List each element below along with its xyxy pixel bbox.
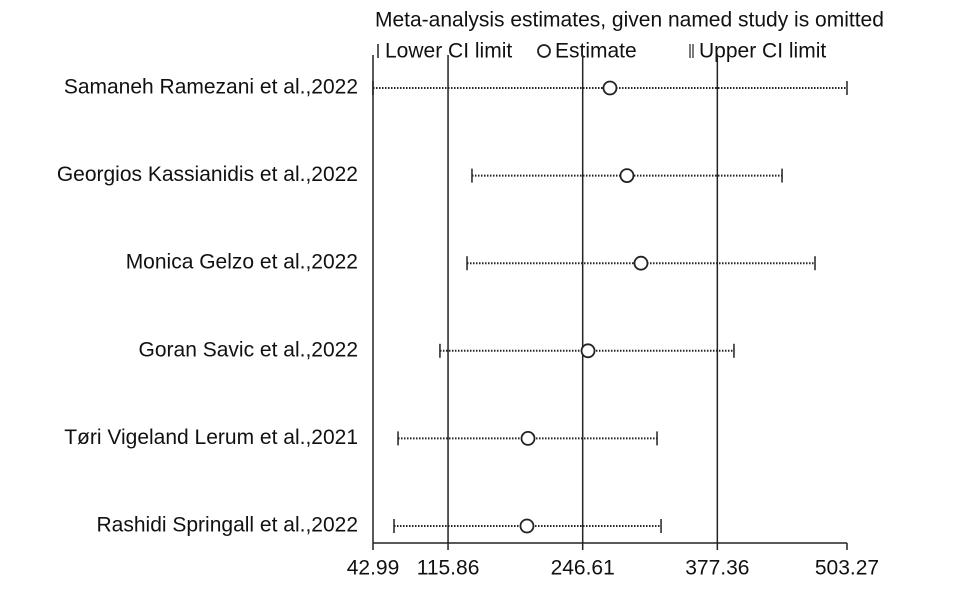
legend-label: Upper CI limit <box>699 40 826 63</box>
estimate-point <box>519 518 535 534</box>
y-tick-label: Samaneh Ramezani et al.,2022 <box>64 76 358 99</box>
y-tick-label: Rashidi Springall et al.,2022 <box>97 514 359 537</box>
y-tick-label: Georgios Kassianidis et al.,2022 <box>57 163 358 186</box>
x-tick-label: 42.99 <box>347 557 400 580</box>
estimate-point <box>619 168 635 184</box>
estimate-point <box>580 343 596 359</box>
legend-label: Estimate <box>555 40 637 63</box>
y-tick-label: Monica Gelzo et al.,2022 <box>126 251 358 274</box>
x-tick-label: 246.61 <box>551 557 615 580</box>
chart-title: Meta-analysis estimates, given named stu… <box>375 9 884 32</box>
y-tick-label: Goran Savic et al.,2022 <box>139 338 358 361</box>
x-tick-label: 377.36 <box>685 557 749 580</box>
estimate-point <box>602 80 618 96</box>
y-tick-label: Tøri Vigeland Lerum et al.,2021 <box>64 426 358 449</box>
x-tick-label: 115.86 <box>417 557 480 580</box>
legend-symbol <box>537 44 551 58</box>
estimate-point <box>520 430 536 446</box>
x-tick-label: 503.27 <box>815 557 879 580</box>
legend-label: Lower CI limit <box>385 40 512 63</box>
estimate-point <box>633 255 649 271</box>
